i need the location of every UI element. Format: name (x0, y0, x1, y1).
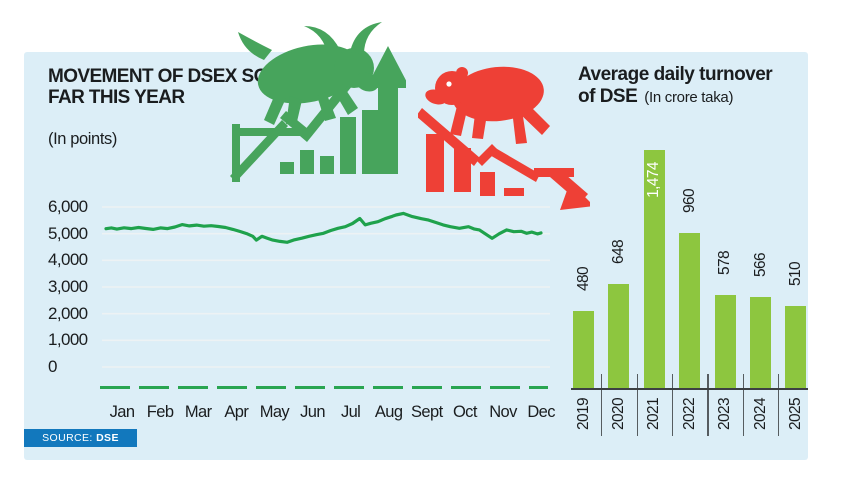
bar-separator-tick (636, 374, 638, 436)
left-chart-title-line1: MOVEMENT OF DSEX SO (48, 66, 268, 87)
source-label: SOURCE: (42, 432, 93, 444)
month-label: Oct (452, 403, 477, 421)
year-label: 2025 (786, 397, 804, 431)
y-axis-label: 1,000 (48, 330, 88, 350)
right-chart-title-line2: of DSE (In crore taka) (578, 86, 772, 108)
line-chart-baseline-dashed (100, 386, 548, 390)
bar-value-label: 566 (751, 252, 769, 277)
turnover-bar-2025 (785, 305, 807, 389)
y-axis-label: 6,000 (48, 197, 88, 216)
bull-market-rising-icon (230, 22, 406, 182)
bar-separator-tick (601, 374, 603, 436)
source-value: DSE (96, 432, 119, 444)
chart-panel-background (24, 52, 808, 460)
year-label: 2024 (751, 397, 769, 431)
dsex-index-line (104, 211, 543, 244)
month-label: Mar (184, 403, 212, 421)
y-axis-label: 4,000 (48, 250, 88, 270)
year-label: 2020 (609, 397, 627, 431)
turnover-bar-2020 (608, 283, 630, 389)
year-label: 2019 (574, 397, 592, 431)
left-chart-title-line2: FAR THIS YEAR (48, 87, 185, 109)
bar-value-label: 960 (680, 189, 698, 214)
y-axis-label: 2,000 (48, 303, 88, 323)
bar-value-label: 648 (609, 239, 627, 264)
month-label: Apr (224, 403, 249, 421)
month-label: Sept (411, 403, 443, 421)
month-label: Dec (527, 403, 555, 421)
right-chart-title-line1: Average daily turnover (578, 64, 773, 85)
left-chart-title: MOVEMENT OF DSEX SO FAR THIS YEAR (48, 66, 278, 109)
year-label: 2023 (716, 397, 734, 431)
turnover-bar-2023 (714, 294, 736, 389)
bar-chart-axis-line (571, 388, 808, 390)
bar-separator-tick (707, 374, 709, 436)
turnover-bar-2021 (643, 150, 665, 389)
month-label: Jul (340, 403, 361, 421)
turnover-bar-2022 (679, 233, 701, 389)
month-label: Feb (146, 403, 174, 421)
right-chart-title-line2-text: of DSE (578, 85, 638, 107)
y-axis-label: 0 (48, 357, 57, 376)
year-label: 2021 (645, 397, 663, 431)
bear-market-falling-icon (418, 66, 590, 210)
bar-value-label: 1,474 (645, 162, 663, 198)
left-chart-unit: (In points) (48, 130, 117, 148)
turnover-bar-2024 (750, 296, 771, 389)
month-label: May (259, 403, 290, 421)
month-label: Jun (300, 403, 325, 421)
bar-value-label: 510 (786, 261, 804, 286)
month-label: Aug (374, 403, 403, 421)
source-badge: SOURCE: DSE (24, 429, 137, 447)
month-label: Jan (109, 403, 135, 421)
month-label: Nov (489, 403, 517, 421)
y-axis-label: 5,000 (48, 223, 88, 243)
year-label: 2022 (680, 397, 698, 431)
bar-value-label: 480 (574, 266, 592, 291)
dsex-line-chart (102, 206, 550, 368)
right-chart-unit: (In crore taka) (644, 88, 734, 106)
bar-separator-tick (672, 374, 674, 436)
bar-value-label: 578 (716, 250, 734, 275)
turnover-bar-2019 (573, 310, 594, 389)
bar-separator-tick (742, 374, 745, 436)
right-chart-title: Average daily turnover of DSE (In crore t… (578, 64, 773, 108)
y-axis-label: 3,000 (48, 277, 88, 296)
bear-eye (446, 81, 452, 87)
bar-separator-tick (778, 374, 780, 436)
